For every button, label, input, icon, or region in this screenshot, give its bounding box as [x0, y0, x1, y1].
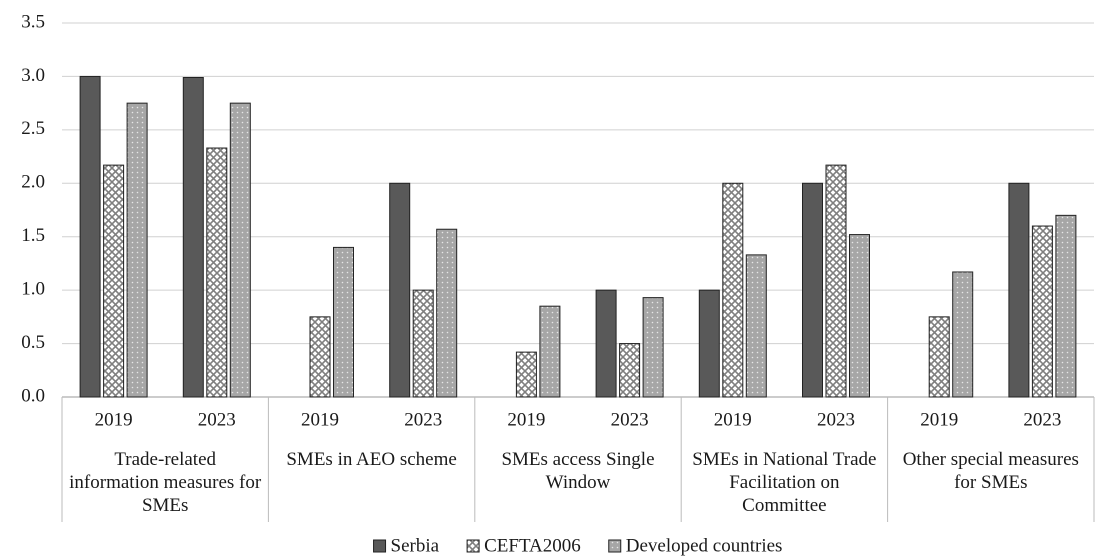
bar: [802, 182, 823, 398]
y-tick-label: 2.5: [21, 118, 45, 139]
bar: [436, 228, 458, 398]
bar: [595, 289, 617, 398]
group-label: SMEs in National Trade Facilitation on C…: [692, 449, 877, 516]
legend-marker: [373, 539, 387, 553]
y-tick-label: 0.5: [21, 332, 45, 353]
bar: [1031, 225, 1053, 398]
bar: [745, 254, 767, 398]
x-tick-label: 2019: [301, 409, 339, 430]
bar: [825, 164, 847, 398]
y-tick-label: 3.5: [21, 11, 45, 32]
x-tick-label: 2019: [507, 409, 545, 430]
bar: [952, 271, 974, 398]
x-tick-label: 2023: [404, 409, 442, 430]
x-tick-label: 2019: [95, 409, 133, 430]
legend-label: Developed countries: [626, 535, 783, 556]
y-tick-label: 0.0: [21, 385, 45, 406]
legend-marker: [466, 539, 480, 553]
bar: [229, 102, 251, 398]
bar: [126, 102, 148, 398]
bar: [849, 234, 870, 398]
bar: [182, 76, 204, 398]
legend-marker: [608, 539, 622, 553]
group-label: SMEs access Single Window: [501, 449, 655, 493]
x-tick-label: 2023: [817, 409, 855, 430]
y-tick-label: 2.0: [21, 172, 45, 193]
bar: [928, 316, 950, 398]
group-label: Other special measures for SMEs: [902, 449, 1079, 493]
x-tick-label: 2023: [198, 409, 236, 430]
bar: [412, 289, 434, 398]
x-tick-label: 2019: [714, 409, 752, 430]
bar: [389, 182, 411, 398]
group-label: SMEs in AEO scheme: [286, 449, 457, 470]
bar: [515, 351, 537, 398]
bar: [333, 246, 354, 398]
bar: [619, 343, 641, 398]
bar: [642, 297, 664, 398]
bar: [539, 305, 561, 398]
bar: [1008, 182, 1030, 398]
x-tick-label: 2019: [920, 409, 958, 430]
bar: [722, 182, 744, 398]
bar: [1055, 214, 1077, 398]
y-tick-label: 1.5: [21, 225, 45, 246]
bar: [309, 316, 331, 398]
legend-label: Serbia: [391, 535, 440, 556]
y-tick-label: 3.0: [21, 65, 45, 86]
bar: [79, 75, 101, 398]
bar: [103, 164, 125, 398]
legend-label: CEFTA2006: [484, 535, 581, 556]
x-tick-label: 2023: [611, 409, 649, 430]
x-tick-label: 2023: [1023, 409, 1061, 430]
bar: [206, 147, 228, 398]
bar: [698, 289, 720, 398]
y-tick-label: 1.0: [21, 279, 45, 300]
group-label: Trade-related information measures for S…: [69, 449, 262, 516]
